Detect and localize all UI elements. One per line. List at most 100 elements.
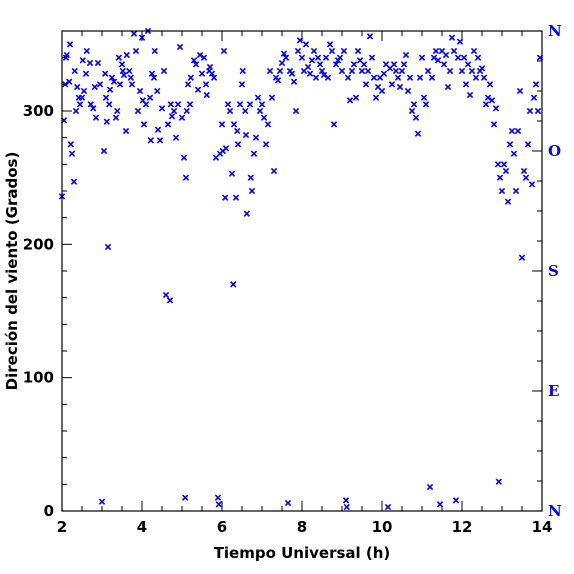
data-point [414,130,422,137]
data-point [380,70,388,77]
data-point [308,57,316,64]
data-point [292,107,300,115]
data-point [392,67,400,75]
data-point [294,47,302,55]
data-point [526,107,534,115]
data-point [364,67,372,75]
data-point [290,78,298,85]
data-point [108,74,116,81]
data-point [412,114,420,121]
data-point [174,101,182,108]
data-point [100,147,108,155]
data-point [490,121,498,128]
data-point [146,94,154,101]
data-point [328,47,336,55]
data-point [454,54,462,61]
data-point [183,107,190,115]
data-point [160,67,168,75]
data-point [320,71,328,79]
data-point [448,34,456,41]
compass-label: E [548,382,559,400]
data-point [528,181,536,188]
data-point [222,194,229,201]
data-point [247,174,254,181]
y-tick-label: 300 [23,102,54,120]
data-point [488,97,496,104]
data-point [498,187,506,195]
data-point [246,101,254,108]
data-point [460,54,468,61]
data-point [270,167,278,175]
data-point [434,57,442,64]
data-point [400,61,408,68]
data-point [230,121,238,128]
data-point [102,94,110,101]
data-point [530,94,538,101]
data-point [426,483,434,491]
data-point [522,174,530,181]
data-point [278,59,286,67]
data-point [296,37,304,44]
data-point [123,51,130,59]
data-point [203,91,210,99]
data-point [62,81,69,88]
data-point [76,101,84,108]
data-point [534,107,542,115]
data-point [344,74,352,81]
data-point [456,38,464,45]
data-point [151,47,158,55]
data-point [266,67,274,75]
data-point [87,101,94,108]
data-point [250,150,258,157]
data-point [494,161,502,168]
axes: 2 4 6 8 10 12 14 0 100 200 300 N E S O N [23,22,562,536]
data-point [420,94,428,101]
data-point [410,101,418,108]
data-point [310,47,318,55]
data-point [106,101,113,108]
data-point [316,61,324,68]
data-point [288,70,296,77]
data-point [215,501,222,508]
data-point [230,281,237,288]
y-tick-label: 100 [23,369,54,387]
data-point [118,61,126,68]
data-point [510,150,518,157]
data-point [70,178,78,185]
data-point [422,101,430,108]
data-point [242,107,249,115]
data-point [142,101,150,108]
data-point [436,501,444,508]
data-point [495,478,502,485]
data-point [346,97,354,104]
data-point [128,81,136,88]
data-point [398,67,406,75]
data-point [532,81,540,88]
data-point [314,54,322,61]
data-point [406,74,414,81]
data-point [200,54,208,61]
data-point [502,167,510,175]
data-point [326,41,334,48]
data-point [260,114,268,121]
data-point [388,81,396,88]
x-tick-label: 8 [297,518,307,536]
data-point [390,61,398,68]
data-point [167,101,174,108]
data-point [258,101,266,108]
data-point [360,61,368,68]
data-point [514,127,522,135]
data-point [348,67,356,75]
data-point [408,107,416,115]
data-point [318,67,326,75]
data-point [228,170,236,177]
data-point [432,47,440,55]
data-point [67,141,74,148]
data-point [302,41,310,48]
data-point [90,105,97,112]
data-point [354,47,362,55]
data-point [134,107,142,115]
data-point [342,497,350,504]
data-point [94,59,102,67]
